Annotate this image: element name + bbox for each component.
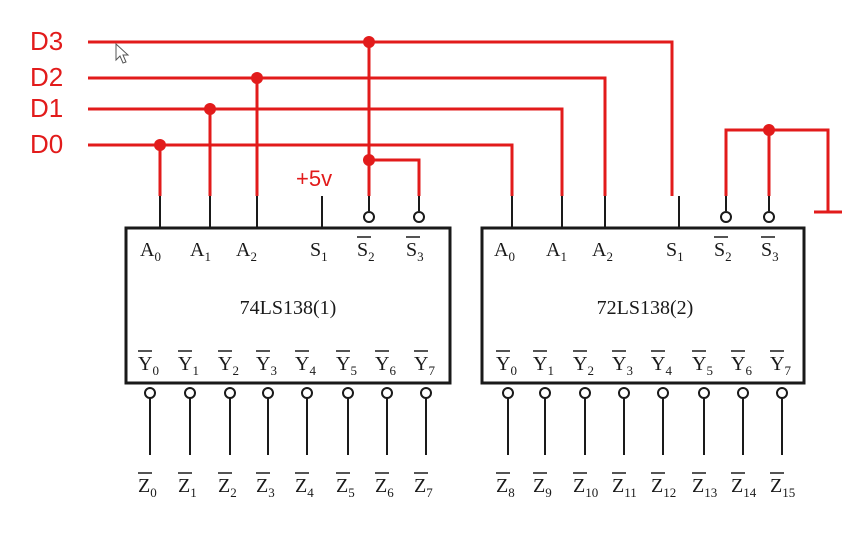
wire-d1 — [88, 107, 564, 196]
chip1-pin-s3-bubble — [413, 211, 425, 223]
chip1-pin-y0: Y0 — [138, 353, 159, 378]
output-z12: Z12 — [651, 475, 676, 500]
junction-dot-d3 — [363, 36, 375, 48]
junction-dot-d1 — [204, 103, 216, 115]
chip2-pin-y1-bubble — [539, 387, 551, 399]
wire-ground-loop-chip2 — [724, 128, 830, 212]
chip-2: 72LS138(2) A0 A1 A2 S1 S2 S3 Y0 Y1 Y2 Y3 Y4 Y5 Y6 Y7 — [480, 196, 806, 455]
chip1-pin-y2: Y2 — [218, 353, 239, 378]
label-d0: D0 — [30, 129, 63, 159]
output-z0: Z0 — [138, 475, 157, 500]
output-z2: Z2 — [218, 475, 237, 500]
chip-1-top-pins: A0 A1 A2 S1 S2 S3 — [140, 196, 425, 264]
output-z1: Z1 — [178, 475, 197, 500]
input-wires — [88, 40, 842, 214]
wire-s3-chip1 — [369, 158, 421, 196]
chip-2-top-pins: A0 A1 A2 S1 S2 S3 — [494, 196, 779, 264]
chip2-pin-y2-bubble — [579, 387, 591, 399]
chip1-pin-y7: Y7 — [414, 353, 435, 378]
output-z15: Z15 — [770, 475, 795, 500]
chip2-pin-s2: S2 — [714, 239, 732, 264]
output-z7: Z7 — [414, 475, 433, 500]
chip2-pin-y7-bubble — [776, 387, 788, 399]
chip-2-body — [480, 226, 806, 385]
chip1-pin-y0-bubble — [144, 387, 156, 399]
chip-2-name: 72LS138(2) — [597, 297, 694, 319]
chip1-pin-y7-bubble — [420, 387, 432, 399]
chip1-pin-y1-bubble — [184, 387, 196, 399]
output-z5: Z5 — [336, 475, 355, 500]
chip1-pin-s1: S1 — [310, 239, 328, 264]
output-z8: Z8 — [496, 475, 515, 500]
chip2-pin-s2-bubble — [720, 211, 732, 223]
wire-d2 — [88, 76, 607, 196]
chip1-pin-s2: S2 — [357, 239, 375, 264]
chip2-pin-y4-bubble — [657, 387, 669, 399]
supply-label: +5v — [296, 166, 332, 191]
output-z13: Z13 — [692, 475, 717, 500]
chip2-pin-s1: S1 — [666, 239, 684, 264]
chip2-pin-s3: S3 — [761, 239, 779, 264]
chip2-pin-a1: A1 — [546, 239, 567, 264]
chip2-pin-y5-bubble — [698, 387, 710, 399]
chip1-pin-s3: S3 — [406, 239, 424, 264]
junctions — [154, 36, 775, 166]
chip-1-name: 74LS138(1) — [240, 297, 337, 319]
chip-1: 74LS138(1) A0 A1 A2 S1 S2 S3 Y0 Y1 Y2 Y3 Y4 Y5 Y6 Y7 — [124, 196, 452, 455]
chip2-pin-a0: A0 — [494, 239, 515, 264]
label-d1: D1 — [30, 93, 63, 123]
chip1-pin-a2: A2 — [236, 239, 257, 264]
chip1-pin-y4: Y4 — [295, 353, 316, 378]
label-d2: D2 — [30, 62, 63, 92]
output-z10: Z10 — [573, 475, 598, 500]
wire-d3 — [88, 40, 674, 196]
chip2-pin-y4: Y4 — [651, 353, 672, 378]
chip1-pin-y4-bubble — [301, 387, 313, 399]
junction-dot-s3-chip1 — [363, 154, 375, 166]
output-z9: Z9 — [533, 475, 552, 500]
chip1-pin-y5-bubble — [342, 387, 354, 399]
chip1-pin-s2-bubble — [363, 211, 375, 223]
chip1-pin-y2-bubble — [224, 387, 236, 399]
junction-dot-chip2-loop — [763, 124, 775, 136]
chip2-pin-y5: Y5 — [692, 353, 713, 378]
mouse-cursor-icon — [115, 42, 130, 64]
output-z11: Z11 — [612, 475, 637, 500]
chip2-pin-y0-bubble — [502, 387, 514, 399]
chip2-pin-y3-bubble — [618, 387, 630, 399]
output-z14: Z14 — [731, 475, 757, 500]
chip1-pin-y6-bubble — [381, 387, 393, 399]
chip-2-bottom-pins: Y0 Y1 Y2 Y3 Y4 Y5 Y6 Y7 — [496, 350, 791, 455]
output-z6: Z6 — [375, 475, 394, 500]
chip2-pin-y6-bubble — [737, 387, 749, 399]
chip2-pin-y7: Y7 — [770, 353, 791, 378]
chip2-pin-y2: Y2 — [573, 353, 594, 378]
chip2-pin-y0: Y0 — [496, 353, 517, 378]
chip2-pin-y1: Y1 — [533, 353, 554, 378]
chip2-pin-a2: A2 — [592, 239, 613, 264]
output-z4: Z4 — [295, 475, 314, 500]
output-labels: Z0 Z1 Z2 Z3 Z4 Z5 Z6 Z7 Z8 Z9 Z10 Z11 Z12 Z13 Z14 Z15 — [138, 472, 795, 500]
chip1-pin-y3-bubble — [262, 387, 274, 399]
chip-1-bottom-pins: Y0 Y1 Y2 Y3 Y4 Y5 Y6 Y7 — [138, 350, 435, 455]
junction-dot-d2 — [251, 72, 263, 84]
label-d3: D3 — [30, 26, 63, 56]
junction-dot-d0 — [154, 139, 166, 151]
chip1-pin-a0: A0 — [140, 239, 161, 264]
chip1-pin-y6: Y6 — [375, 353, 396, 378]
chip1-pin-a1: A1 — [190, 239, 211, 264]
chip2-pin-y6: Y6 — [731, 353, 752, 378]
chip1-pin-y5: Y5 — [336, 353, 357, 378]
chip1-pin-y3: Y3 — [256, 353, 277, 378]
chip-1-body — [124, 226, 452, 385]
chip2-pin-y3: Y3 — [612, 353, 633, 378]
chip2-pin-s3-bubble — [763, 211, 775, 223]
chip1-pin-y1: Y1 — [178, 353, 199, 378]
wire-d0 — [88, 143, 514, 196]
output-z3: Z3 — [256, 475, 275, 500]
